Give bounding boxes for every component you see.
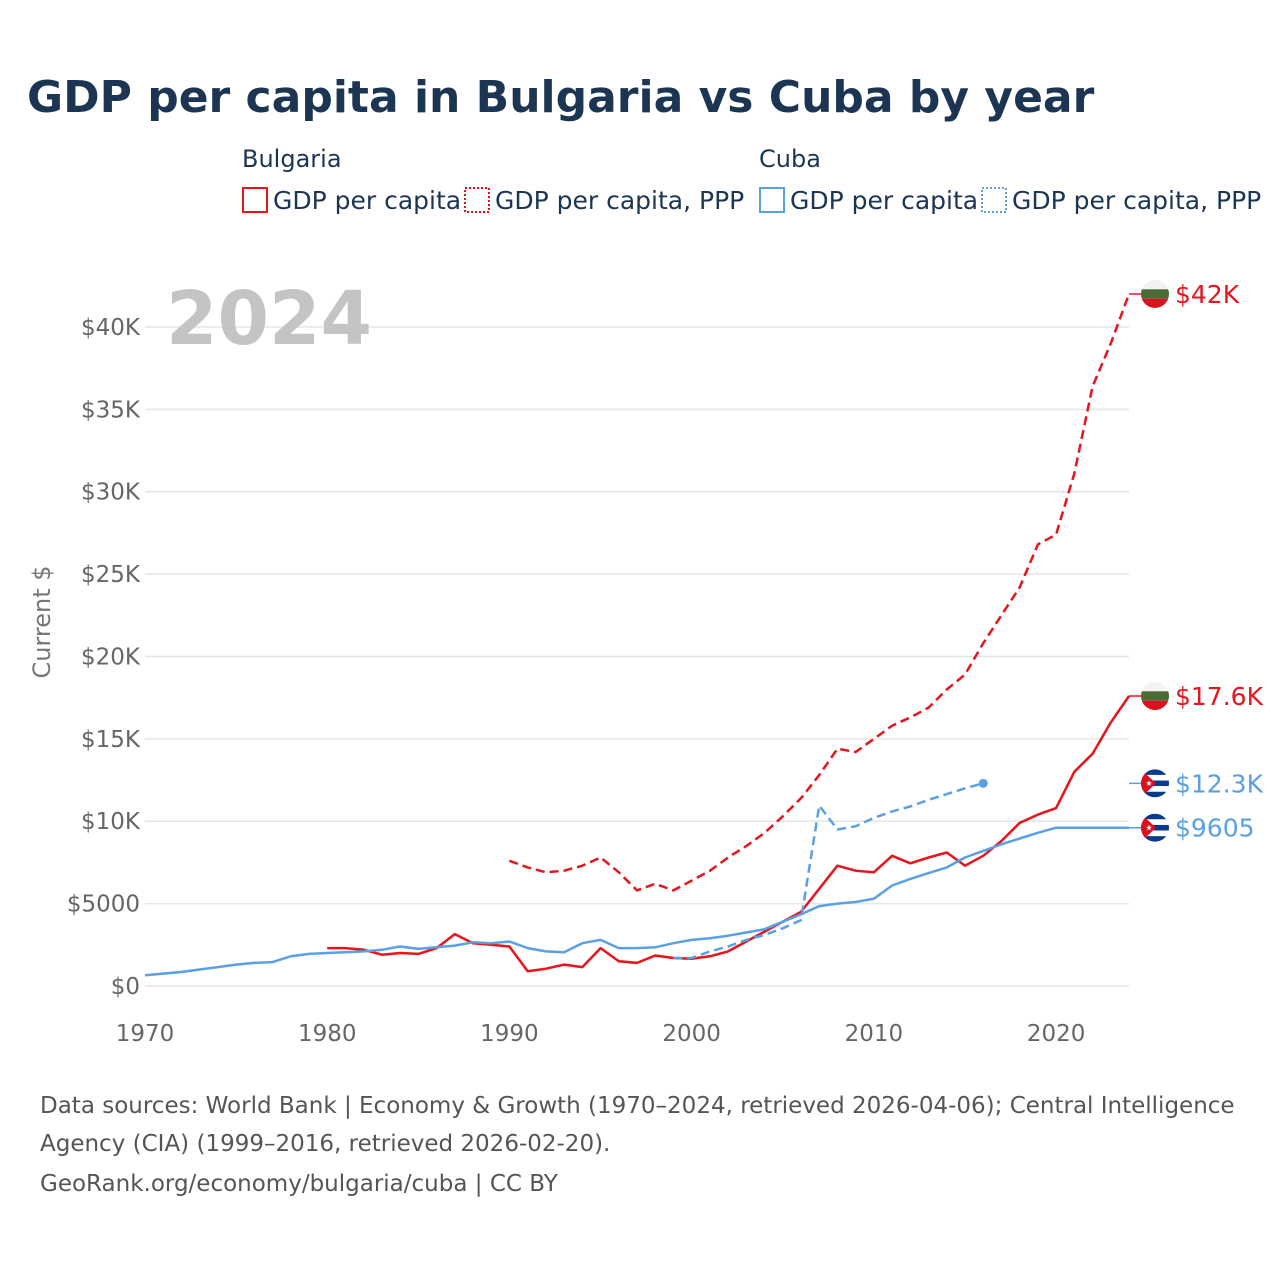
legend-item-bulgaria-gdp[interactable]: GDP per capita xyxy=(273,186,461,215)
y-tick-label: $20K xyxy=(81,644,141,670)
chart-title: GDP per capita in Bulgaria vs Cuba by ye… xyxy=(27,72,1095,123)
x-tick-label: 1990 xyxy=(480,1021,539,1047)
legend-item-cuba-ppp[interactable]: GDP per capita, PPP xyxy=(1012,186,1261,215)
x-tick-label: 2000 xyxy=(662,1021,721,1047)
bulgaria-flag-icon xyxy=(1141,682,1169,711)
legend-swatch-bulgaria-ppp[interactable] xyxy=(464,187,490,213)
legend: Bulgaria GDP per capita GDP per capita, … xyxy=(242,145,1261,215)
y-tick-label: $15K xyxy=(81,727,141,753)
y-tick-label: $5000 xyxy=(67,892,140,918)
y-tick-label: $25K xyxy=(81,562,141,588)
x-tick-label: 1970 xyxy=(116,1021,175,1047)
end-value-label: $9605 xyxy=(1175,814,1255,843)
last-data-point xyxy=(978,778,988,788)
legend-group-bulgaria: Bulgaria xyxy=(242,145,342,173)
y-tick-label: $10K xyxy=(81,809,141,835)
end-value-label: $42K xyxy=(1175,280,1240,309)
source-line-1: Data sources: World Bank | Economy & Gro… xyxy=(40,1093,1235,1119)
y-tick-label: $30K xyxy=(81,480,141,506)
legend-item-cuba-gdp[interactable]: GDP per capita xyxy=(790,186,978,215)
series-line-cuba-gdp-per-capita-ppp[interactable] xyxy=(673,782,984,960)
legend-swatch-bulgaria-gdp[interactable] xyxy=(242,187,268,213)
y-axis-label: Current $ xyxy=(28,565,56,678)
end-value-label: $12.3K xyxy=(1175,769,1264,798)
series-lines xyxy=(144,293,1131,977)
year-label: 2024 xyxy=(166,276,372,362)
y-tick-label: $40K xyxy=(81,315,141,341)
end-value-label: $17.6K xyxy=(1175,682,1264,711)
legend-item-bulgaria-ppp[interactable]: GDP per capita, PPP xyxy=(495,186,744,215)
x-tick-label: 2020 xyxy=(1027,1021,1086,1047)
legend-swatch-cuba-ppp[interactable] xyxy=(981,187,1007,213)
x-axis-ticks: 1970 1980 1990 2000 2010 2020 xyxy=(116,1021,1086,1047)
bulgaria-flag-icon xyxy=(1141,280,1169,308)
series-line-bulgaria-gdp-per-capita-ppp[interactable] xyxy=(508,293,1131,892)
source-url[interactable]: GeoRank.org/economy/bulgaria/cuba | CC B… xyxy=(40,1171,559,1197)
series-line-cuba-gdp-per-capita[interactable] xyxy=(144,826,1129,977)
legend-swatch-cuba-gdp[interactable] xyxy=(759,187,785,213)
end-markers: $17.6K $42K $9605 $12.3K xyxy=(978,280,1264,843)
cuba-flag-icon xyxy=(1141,769,1169,798)
y-tick-label: $0 xyxy=(111,974,140,1000)
legend-group-cuba: Cuba xyxy=(759,145,821,173)
x-tick-label: 1980 xyxy=(298,1021,357,1047)
y-axis-ticks: $0 $5000 $10K $15K $20K $25K $30K $35K $40K xyxy=(67,315,141,1000)
series-line-bulgaria-gdp-per-capita[interactable] xyxy=(327,695,1131,973)
cuba-flag-icon xyxy=(1141,813,1169,842)
x-tick-label: 2010 xyxy=(845,1021,904,1047)
gridlines xyxy=(145,326,1129,987)
source-line-2: Agency (CIA) (1999–2016, retrieved 2026-… xyxy=(40,1131,610,1157)
y-tick-label: $35K xyxy=(81,397,141,423)
